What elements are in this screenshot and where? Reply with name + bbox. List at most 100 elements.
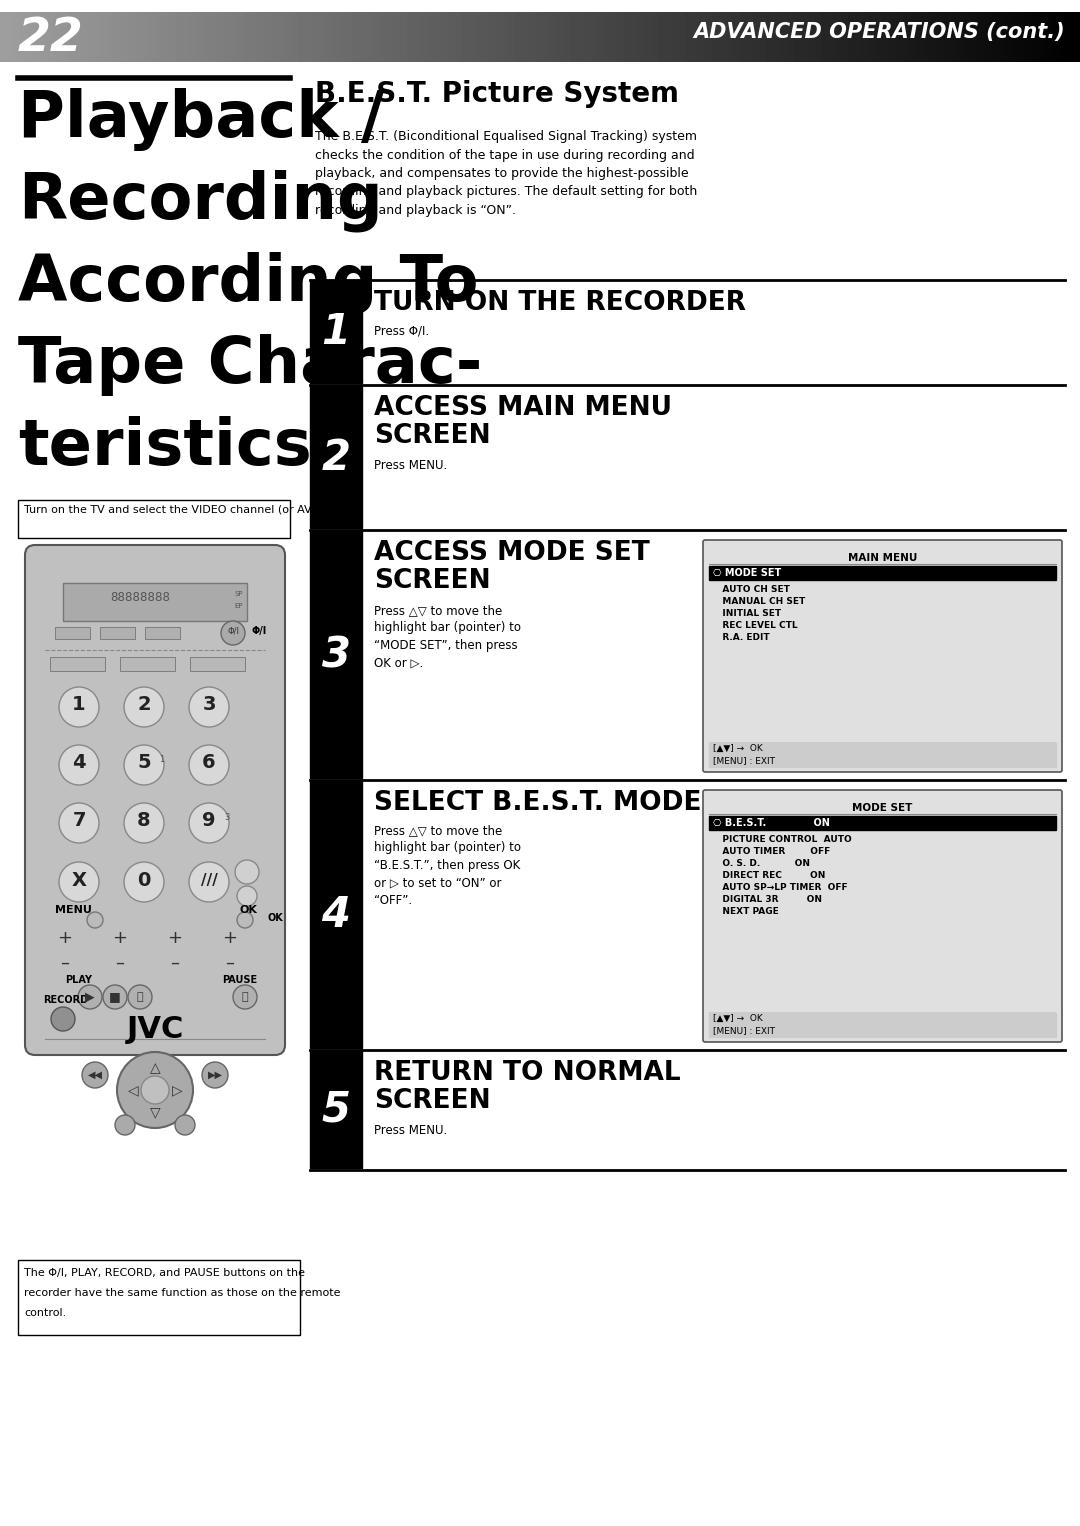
Circle shape	[59, 687, 99, 726]
Text: 22: 22	[18, 15, 84, 61]
Text: 2: 2	[322, 436, 351, 479]
Text: ⎔ MODE SET: ⎔ MODE SET	[713, 568, 781, 578]
Text: X: X	[71, 870, 86, 890]
Text: ⏩: ⏩	[137, 992, 144, 1003]
Text: 1: 1	[72, 696, 85, 714]
Text: ACCESS MODE SET
SCREEN: ACCESS MODE SET SCREEN	[374, 540, 650, 594]
Circle shape	[59, 862, 99, 902]
Circle shape	[87, 913, 103, 928]
Text: RECORD: RECORD	[43, 995, 89, 1006]
Text: B.E.S.T. Picture System: B.E.S.T. Picture System	[315, 79, 679, 108]
Text: 1: 1	[159, 755, 164, 765]
Bar	[310, 279, 362, 383]
Text: –: –	[171, 954, 179, 972]
Circle shape	[189, 862, 229, 902]
Text: DIGITAL 3R         ON: DIGITAL 3R ON	[713, 896, 822, 903]
Text: Turn on the TV and select the VIDEO channel (or AV mode).: Turn on the TV and select the VIDEO chan…	[24, 505, 354, 514]
Text: control.: control.	[24, 1308, 66, 1318]
FancyBboxPatch shape	[25, 545, 285, 1054]
Text: ACCESS MAIN MENU
SCREEN: ACCESS MAIN MENU SCREEN	[374, 395, 672, 449]
Text: ■: ■	[109, 990, 121, 1004]
Bar	[50, 658, 105, 671]
FancyBboxPatch shape	[703, 540, 1062, 772]
Bar	[310, 1050, 362, 1167]
Text: MENU: MENU	[55, 905, 92, 916]
Text: 1: 1	[322, 311, 351, 354]
Text: ▶: ▶	[85, 990, 95, 1004]
Circle shape	[124, 687, 164, 726]
Bar	[708, 566, 1056, 580]
Text: 7: 7	[72, 812, 85, 830]
Circle shape	[124, 745, 164, 784]
Circle shape	[175, 1116, 195, 1135]
Bar	[18, 501, 291, 539]
Text: 8: 8	[137, 812, 151, 830]
Circle shape	[233, 984, 257, 1009]
Circle shape	[189, 745, 229, 784]
FancyBboxPatch shape	[703, 790, 1062, 1042]
Bar	[63, 583, 247, 621]
Text: ◁: ◁	[127, 1083, 138, 1097]
Text: EP: EP	[234, 603, 243, 609]
Circle shape	[129, 984, 152, 1009]
Text: ▷: ▷	[172, 1083, 183, 1097]
Bar	[310, 530, 362, 778]
Text: –: –	[226, 954, 234, 972]
Text: MAIN MENU: MAIN MENU	[848, 552, 917, 563]
Text: ⎔ B.E.S.T.              ON: ⎔ B.E.S.T. ON	[713, 818, 829, 829]
Circle shape	[78, 984, 102, 1009]
Circle shape	[221, 621, 245, 645]
Text: recorder have the same function as those on the remote: recorder have the same function as those…	[24, 1288, 340, 1299]
Circle shape	[189, 803, 229, 842]
Text: O. S. D.           ON: O. S. D. ON	[713, 859, 810, 868]
Bar	[708, 1013, 1056, 1038]
Text: PLAY: PLAY	[65, 975, 92, 984]
Text: +: +	[167, 929, 183, 948]
Text: 3: 3	[322, 633, 351, 676]
Text: 9: 9	[202, 812, 216, 830]
Circle shape	[237, 887, 257, 906]
Text: Press MENU.: Press MENU.	[374, 1125, 447, 1137]
Text: Playback /: Playback /	[18, 89, 384, 151]
Bar	[190, 658, 245, 671]
Text: Press Φ/I.: Press Φ/I.	[374, 324, 429, 337]
Text: According To: According To	[18, 252, 478, 314]
Circle shape	[189, 687, 229, 726]
Circle shape	[82, 1062, 108, 1088]
Text: SP: SP	[234, 591, 243, 597]
Bar	[100, 627, 135, 639]
Text: PICTURE CONTROL  AUTO: PICTURE CONTROL AUTO	[713, 835, 852, 844]
Circle shape	[59, 803, 99, 842]
Text: Φ/I: Φ/I	[251, 626, 267, 636]
Circle shape	[114, 1116, 135, 1135]
Text: 5: 5	[322, 1090, 351, 1131]
Text: REC LEVEL CTL: REC LEVEL CTL	[713, 621, 798, 630]
Circle shape	[235, 861, 259, 884]
Text: Tape Charac-: Tape Charac-	[18, 334, 483, 397]
Bar	[708, 816, 1056, 830]
Text: AUTO CH SET: AUTO CH SET	[713, 584, 789, 594]
Circle shape	[117, 1051, 193, 1128]
Text: DIRECT REC         ON: DIRECT REC ON	[713, 871, 825, 881]
Text: OK: OK	[267, 913, 283, 923]
Bar	[708, 743, 1056, 768]
Circle shape	[141, 1076, 168, 1103]
Circle shape	[124, 862, 164, 902]
Circle shape	[202, 1062, 228, 1088]
Text: [▲▼] →  OK: [▲▼] → OK	[713, 1013, 762, 1022]
Text: TURN ON THE RECORDER: TURN ON THE RECORDER	[374, 290, 746, 316]
Text: +: +	[112, 929, 127, 948]
Circle shape	[51, 1007, 75, 1032]
Text: ◀◀: ◀◀	[87, 1070, 103, 1080]
Text: –: –	[116, 954, 124, 972]
Text: ⏸: ⏸	[242, 992, 248, 1003]
Text: The Φ/I, PLAY, RECORD, and PAUSE buttons on the: The Φ/I, PLAY, RECORD, and PAUSE buttons…	[24, 1268, 305, 1277]
Text: [MENU] : EXIT: [MENU] : EXIT	[713, 755, 775, 765]
Text: ADVANCED OPERATIONS (cont.): ADVANCED OPERATIONS (cont.)	[693, 21, 1065, 43]
Bar	[310, 385, 362, 528]
Text: Press △▽ to move the
highlight bar (pointer) to
“MODE SET”, then press
OK or ▷.: Press △▽ to move the highlight bar (poin…	[374, 604, 521, 670]
Text: Φ/I: Φ/I	[227, 627, 239, 635]
Text: RETURN TO NORMAL
SCREEN: RETURN TO NORMAL SCREEN	[374, 1061, 680, 1114]
Text: OK: OK	[239, 905, 257, 916]
Text: JVC: JVC	[126, 1015, 184, 1044]
